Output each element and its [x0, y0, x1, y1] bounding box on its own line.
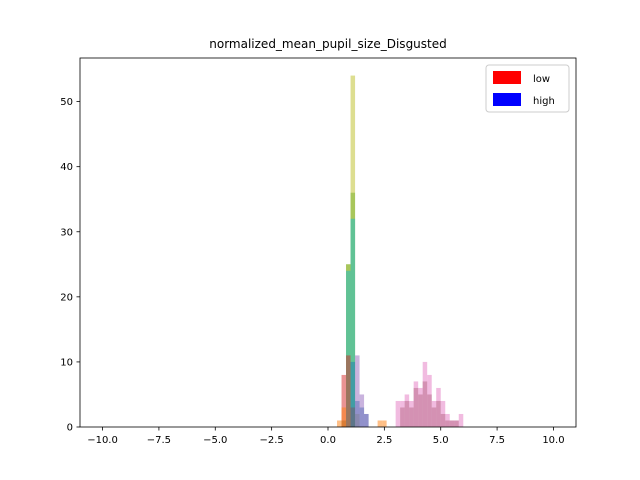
histogram-bar-s8-b9 — [436, 387, 441, 427]
x-tick-label: 5.0 — [433, 435, 449, 446]
histogram-bar-s8-b14 — [458, 413, 464, 427]
histogram-bar-s8-b13 — [454, 420, 459, 427]
x-tick-label: −5.0 — [203, 435, 227, 446]
x-tick-label: 2.5 — [376, 435, 392, 446]
histogram-bar-s8-b8 — [431, 400, 437, 427]
histogram-bar-s6-b2 — [377, 420, 383, 427]
histogram-bar-s6-b3 — [382, 420, 387, 427]
y-tick-label: 20 — [60, 292, 73, 303]
x-tick-label: −2.5 — [259, 435, 283, 446]
histogram-bar-s6-b1 — [341, 407, 347, 427]
histogram-bar-s8-b5 — [418, 387, 423, 427]
histogram-bar-s3-b0 — [341, 374, 347, 427]
histogram-bar-s8-b2 — [404, 394, 410, 427]
legend-label-high: high — [533, 96, 555, 107]
histogram-bar-s8-b11 — [445, 413, 450, 427]
x-tick-label: −7.5 — [147, 435, 171, 446]
histogram-bar-s8-b6 — [422, 361, 428, 427]
chart-title: normalized_mean_pupil_size_Disgusted — [209, 37, 447, 51]
histogram-bar-s5-b0 — [355, 355, 360, 427]
histogram-bar-s5-b2 — [364, 413, 369, 427]
histogram-bar-s5-b1 — [359, 394, 365, 427]
x-tick-label: 10.0 — [542, 435, 564, 446]
axes-group: −10.0 −7.5 −5.0 −2.5 0.0 2.5 5.0 7.5 10.0 0 10 20 30… — [60, 57, 577, 446]
x-tick-label: 0.0 — [320, 435, 336, 446]
x-tick-label: −10.0 — [87, 435, 118, 446]
legend-label-low: low — [533, 74, 550, 85]
y-tick-label: 50 — [60, 97, 73, 108]
legend-swatch-low — [493, 71, 521, 84]
y-tick-label: 10 — [60, 357, 73, 368]
histogram-bar-s2-b1 — [350, 218, 356, 427]
x-tick-label: 7.5 — [489, 435, 505, 446]
y-tick-label: 30 — [60, 227, 73, 238]
histogram-bar-s2-b0 — [346, 270, 351, 427]
histogram-bar-s8-b12 — [449, 420, 455, 427]
histogram-bar-s8-b10 — [440, 400, 446, 427]
legend-swatch-high — [493, 93, 521, 106]
histogram-bar-s8-b4 — [413, 381, 419, 427]
histogram-bar-s8-b0 — [395, 400, 401, 427]
legend: low high — [485, 64, 570, 113]
bars-group — [337, 75, 464, 427]
y-tick-label: 40 — [60, 162, 73, 173]
histogram-bar-s6-b0 — [337, 420, 342, 427]
histogram-bar-s8-b7 — [427, 374, 432, 427]
histogram-bar-s8-b1 — [400, 400, 405, 427]
histogram-bar-s8-b3 — [409, 400, 414, 427]
histogram-bar-s3-b1 — [346, 355, 351, 427]
y-tick-label: 0 — [67, 423, 73, 434]
histogram-bar-s4-b0 — [350, 361, 356, 427]
